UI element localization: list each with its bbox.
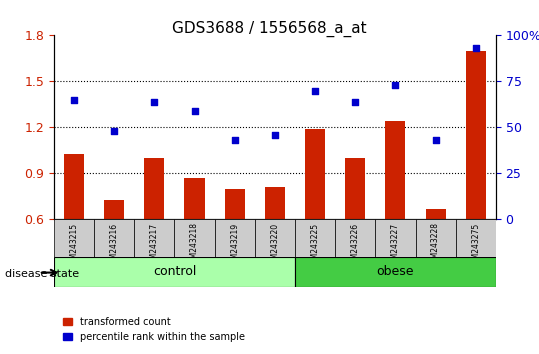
Text: GSM243228: GSM243228	[431, 222, 440, 268]
FancyBboxPatch shape	[455, 219, 496, 257]
Point	[351, 99, 360, 104]
Bar	[104, 200, 124, 219]
Bar	[466, 51, 486, 219]
FancyBboxPatch shape	[255, 219, 295, 257]
Text: control: control	[153, 265, 196, 278]
Text: obese: obese	[377, 265, 414, 278]
Text: GSM243219: GSM243219	[230, 222, 239, 269]
Text: GSM243226: GSM243226	[351, 222, 360, 269]
Bar	[64, 154, 84, 219]
Point	[230, 137, 239, 143]
Point	[70, 97, 78, 103]
Bar	[265, 187, 285, 219]
Text: GSM243215: GSM243215	[70, 222, 79, 269]
Text: GSM243217: GSM243217	[150, 222, 159, 269]
FancyBboxPatch shape	[134, 219, 175, 257]
Bar	[225, 189, 245, 219]
Bar	[426, 209, 446, 219]
FancyBboxPatch shape	[54, 219, 94, 257]
Text: GSM243227: GSM243227	[391, 222, 400, 269]
FancyBboxPatch shape	[215, 219, 255, 257]
Text: disease state: disease state	[5, 269, 80, 279]
Point	[431, 137, 440, 143]
FancyBboxPatch shape	[335, 219, 375, 257]
Bar	[345, 158, 365, 219]
Point	[391, 82, 400, 88]
FancyBboxPatch shape	[416, 219, 455, 257]
Point	[472, 45, 480, 51]
Text: GSM243218: GSM243218	[190, 222, 199, 268]
Text: GSM243220: GSM243220	[271, 222, 279, 269]
Point	[150, 99, 158, 104]
Text: GSM243216: GSM243216	[109, 222, 119, 269]
Legend: transformed count, percentile rank within the sample: transformed count, percentile rank withi…	[59, 313, 249, 346]
Bar	[385, 121, 405, 219]
Text: GSM243275: GSM243275	[471, 222, 480, 269]
Point	[190, 108, 199, 114]
FancyBboxPatch shape	[54, 257, 295, 287]
Text: GDS3688 / 1556568_a_at: GDS3688 / 1556568_a_at	[172, 21, 367, 38]
Point	[110, 128, 119, 134]
Point	[271, 132, 279, 138]
FancyBboxPatch shape	[375, 219, 416, 257]
FancyBboxPatch shape	[295, 219, 335, 257]
Bar	[184, 178, 205, 219]
Text: GSM243225: GSM243225	[310, 222, 320, 269]
Point	[311, 88, 320, 93]
FancyBboxPatch shape	[175, 219, 215, 257]
FancyBboxPatch shape	[295, 257, 496, 287]
FancyBboxPatch shape	[94, 219, 134, 257]
Bar	[305, 129, 325, 219]
Bar	[144, 158, 164, 219]
